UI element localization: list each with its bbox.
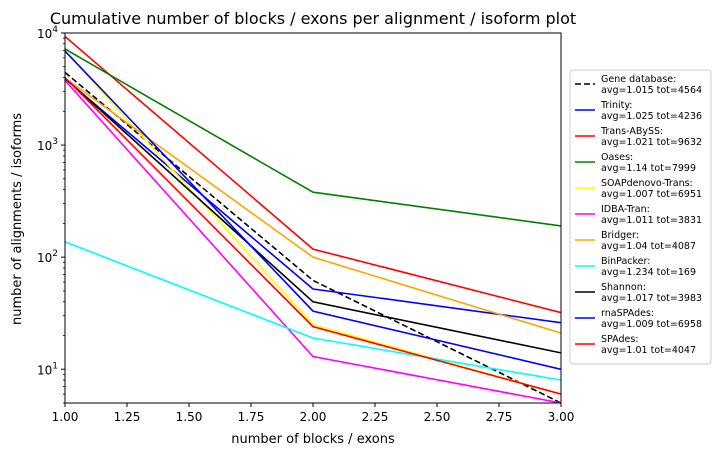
- x-tick-label: 1.75: [238, 410, 265, 424]
- legend-entry-name: Oases:: [601, 152, 633, 163]
- legend-entry-name: SOAPdenovo-Trans:: [601, 178, 693, 189]
- series-line-9: [65, 77, 561, 354]
- chart-title: Cumulative number of blocks / exons per …: [50, 9, 576, 28]
- series-line-1: [65, 71, 561, 403]
- y-axis: 101 102 103 104: [37, 25, 65, 404]
- series-line-11: [65, 77, 561, 395]
- legend-box: [569, 69, 712, 365]
- legend-entry-stats: avg=1.011 tot=3831: [601, 215, 702, 226]
- legend-entry-stats: avg=1.015 tot=4564: [601, 85, 702, 96]
- plot-area: [64, 32, 562, 404]
- series-lines: [65, 35, 561, 403]
- plot-frame: [64, 32, 562, 404]
- legend-entry-name: SPAdes:: [601, 334, 639, 345]
- x-tick-label: 1.50: [176, 410, 203, 424]
- series-line-6: [65, 79, 561, 403]
- legend-entry-stats: avg=1.007 tot=6951: [601, 189, 702, 200]
- x-axis: 1.00 1.25 1.50 1.75 2.00 2.25 2.50 2.75 3.00: [52, 403, 575, 424]
- series-line-3: [65, 35, 561, 314]
- legend-entry-name: Trinity:: [600, 100, 632, 111]
- series-line-7: [65, 77, 561, 334]
- series-line-2: [65, 78, 561, 324]
- y-axis-label: number of alignments / isoforms: [10, 113, 25, 325]
- legend-entry-name: rnaSPAdes:: [601, 308, 654, 319]
- series-line-4: [65, 48, 561, 227]
- legend-entry-stats: avg=1.01 tot=4047: [601, 345, 696, 356]
- x-tick-label: 2.00: [300, 410, 327, 424]
- legend-entry-name: Gene database:: [601, 74, 676, 85]
- x-tick-label: 1.25: [114, 410, 141, 424]
- legend: Gene database:avg=1.015 tot=4564 Trinity:…: [569, 69, 712, 365]
- series-line-8: [65, 241, 561, 381]
- legend-entry-stats: avg=1.017 tot=3983: [601, 293, 702, 304]
- legend-entry-name: Trans-ABySS:: [600, 126, 663, 137]
- x-tick-label: 2.25: [362, 410, 389, 424]
- x-tick-label: 2.75: [486, 410, 513, 424]
- x-tick-label: 2.50: [424, 410, 451, 424]
- legend-entry-stats: avg=1.04 tot=4087: [601, 241, 696, 252]
- legend-entry-stats: avg=1.025 tot=4236: [601, 111, 702, 122]
- x-tick-label: 3.00: [548, 410, 575, 424]
- legend-entry-stats: avg=1.021 tot=9632: [601, 137, 702, 148]
- y-tick-label: 103: [37, 137, 58, 153]
- series-line-5: [65, 50, 561, 395]
- x-axis-label: number of blocks / exons: [231, 432, 395, 447]
- legend-entry-name: Shannon:: [601, 282, 646, 293]
- legend-entry-stats: avg=1.009 tot=6958: [601, 319, 702, 330]
- y-tick-label: 101: [37, 361, 58, 377]
- y-tick-label: 104: [37, 25, 58, 41]
- legend-entry-name: Bridger:: [601, 230, 639, 241]
- legend-entry-name: IDBA-Tran:: [601, 204, 650, 215]
- y-tick-label: 102: [37, 249, 58, 265]
- legend-entry-name: BinPacker:: [601, 256, 650, 267]
- series-line-10: [65, 50, 561, 371]
- legend-entry-stats: avg=1.14 tot=7999: [601, 163, 696, 174]
- legend-entry-stats: avg=1.234 tot=169: [601, 267, 696, 278]
- x-tick-label: 1.00: [52, 410, 79, 424]
